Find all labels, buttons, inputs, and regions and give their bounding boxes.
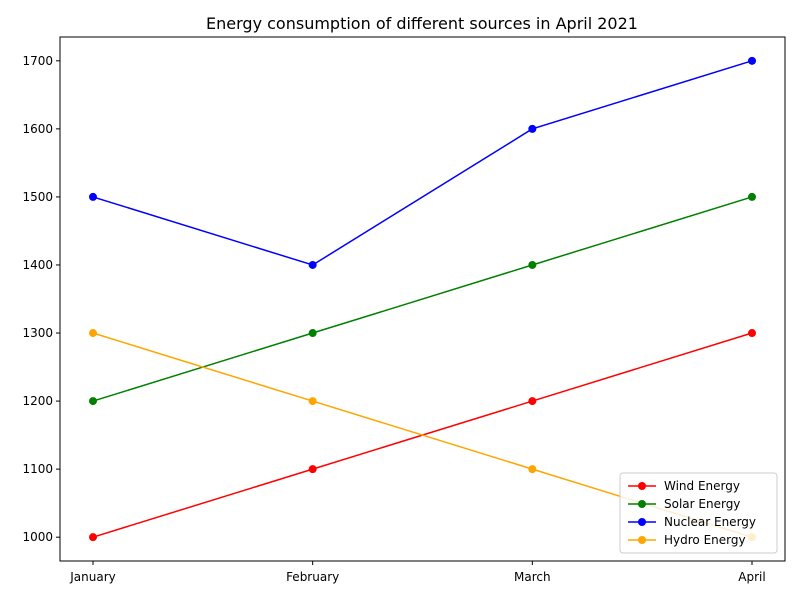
- data-point-hydro-energy: [308, 397, 317, 406]
- data-point-nuclear-energy: [89, 192, 97, 201]
- legend-label-hydro-energy: Hydro Energy: [664, 533, 746, 547]
- x-tick-label: February: [286, 570, 339, 584]
- data-point-solar-energy: [89, 397, 97, 406]
- legend-marker-hydro-energy: [638, 536, 646, 544]
- axes: [59, 36, 786, 562]
- y-tick-label: 1500: [22, 190, 53, 204]
- legend: Wind Energy Solar Energy Nuclear Energy Hyd…: [619, 472, 778, 554]
- legend-box: [619, 472, 778, 554]
- data-point-nuclear-energy: [528, 124, 537, 133]
- data-point-wind-energy: [308, 465, 317, 474]
- x-tick-label: April: [738, 570, 765, 584]
- data-point-hydro-energy: [89, 329, 97, 338]
- data-point-solar-energy: [308, 329, 317, 338]
- data-point-hydro-energy: [528, 465, 537, 474]
- legend-marker-nuclear-energy: [638, 518, 646, 526]
- y-tick-label: 1000: [22, 530, 53, 544]
- data-point-solar-energy: [528, 260, 537, 269]
- series-line-nuclear-energy: [92, 60, 753, 266]
- legend-label-nuclear-energy: Nuclear Energy: [664, 515, 756, 529]
- data-point-wind-energy: [89, 533, 97, 542]
- legend-label-wind-energy: Wind Energy: [664, 479, 740, 493]
- x-axis-ticks: January February March April: [69, 561, 766, 584]
- data-point-wind-energy: [748, 329, 756, 338]
- x-tick-label: January: [69, 570, 116, 584]
- y-axis-ticks: 1000 1100 1200 1300 1400 1500 1600 1700: [22, 54, 60, 544]
- plot-frame: [59, 36, 786, 562]
- legend-marker-solar-energy: [638, 500, 646, 508]
- data-point-wind-energy: [528, 397, 537, 406]
- x-tick-label: March: [514, 570, 551, 584]
- y-tick-label: 1300: [22, 326, 53, 340]
- data-point-nuclear-energy: [308, 260, 317, 269]
- y-tick-label: 1700: [22, 54, 53, 68]
- y-tick-label: 1200: [22, 394, 53, 408]
- y-tick-label: 1600: [22, 122, 53, 136]
- data-point-solar-energy: [748, 192, 756, 201]
- chart-title: Energy consumption of different sources …: [206, 14, 638, 33]
- legend-marker-wind-energy: [638, 482, 646, 490]
- legend-label-solar-energy: Solar Energy: [664, 497, 740, 511]
- data-point-nuclear-energy: [748, 56, 756, 65]
- y-tick-label: 1400: [22, 258, 53, 272]
- y-tick-label: 1100: [22, 462, 53, 476]
